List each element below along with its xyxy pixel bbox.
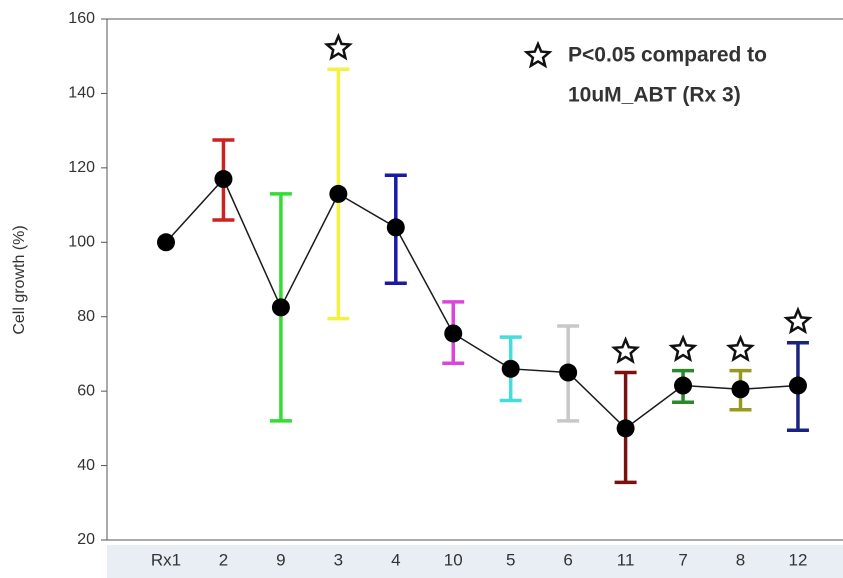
x-tick-label: 11	[617, 550, 635, 569]
point	[502, 360, 520, 378]
point	[214, 170, 232, 188]
x-label-strip	[107, 545, 843, 578]
x-tick-label: 12	[788, 550, 807, 569]
x-tick-label: 5	[506, 550, 515, 569]
point	[674, 377, 692, 395]
y-tick-label: 80	[77, 308, 95, 325]
annotation: 10uM_ABT (Rx 3)	[568, 84, 741, 107]
x-tick-label: 3	[334, 550, 343, 569]
y-tick-label: 20	[77, 531, 95, 548]
significance-star	[672, 338, 695, 360]
point	[157, 233, 175, 251]
point	[444, 324, 462, 342]
significance-star	[729, 338, 752, 360]
point	[617, 419, 635, 437]
y-tick-label: 40	[77, 457, 95, 474]
point	[559, 364, 577, 382]
annotation: P<0.05 compared to	[568, 44, 767, 67]
line	[166, 179, 798, 428]
significance-star	[327, 36, 350, 58]
x-tick-label: Rx1	[151, 550, 181, 569]
y-axis-label: Cell growth (%)	[11, 225, 28, 334]
x-tick-label: 4	[391, 550, 400, 569]
x-tick-label: 2	[219, 550, 228, 569]
x-tick-label: 10	[444, 550, 463, 569]
x-tick-label: 9	[276, 550, 285, 569]
point	[329, 185, 347, 203]
y-tick-label: 100	[68, 234, 95, 251]
significance-star	[787, 310, 810, 332]
y-tick-label: 60	[77, 382, 95, 399]
x-tick-label: 7	[678, 550, 687, 569]
point	[387, 218, 405, 236]
y-tick-label: 120	[68, 159, 95, 176]
significance-star	[614, 340, 637, 362]
point	[789, 377, 807, 395]
point	[732, 380, 750, 398]
x-tick-label: 6	[563, 550, 572, 569]
point	[272, 298, 290, 316]
y-tick-label: 160	[68, 10, 95, 27]
legend-star	[527, 44, 550, 66]
x-tick-label: 8	[736, 550, 745, 569]
y-tick-label: 140	[68, 85, 95, 102]
chart: Cell growth (%) P<0.05 compared to 10uM_…	[0, 0, 843, 578]
